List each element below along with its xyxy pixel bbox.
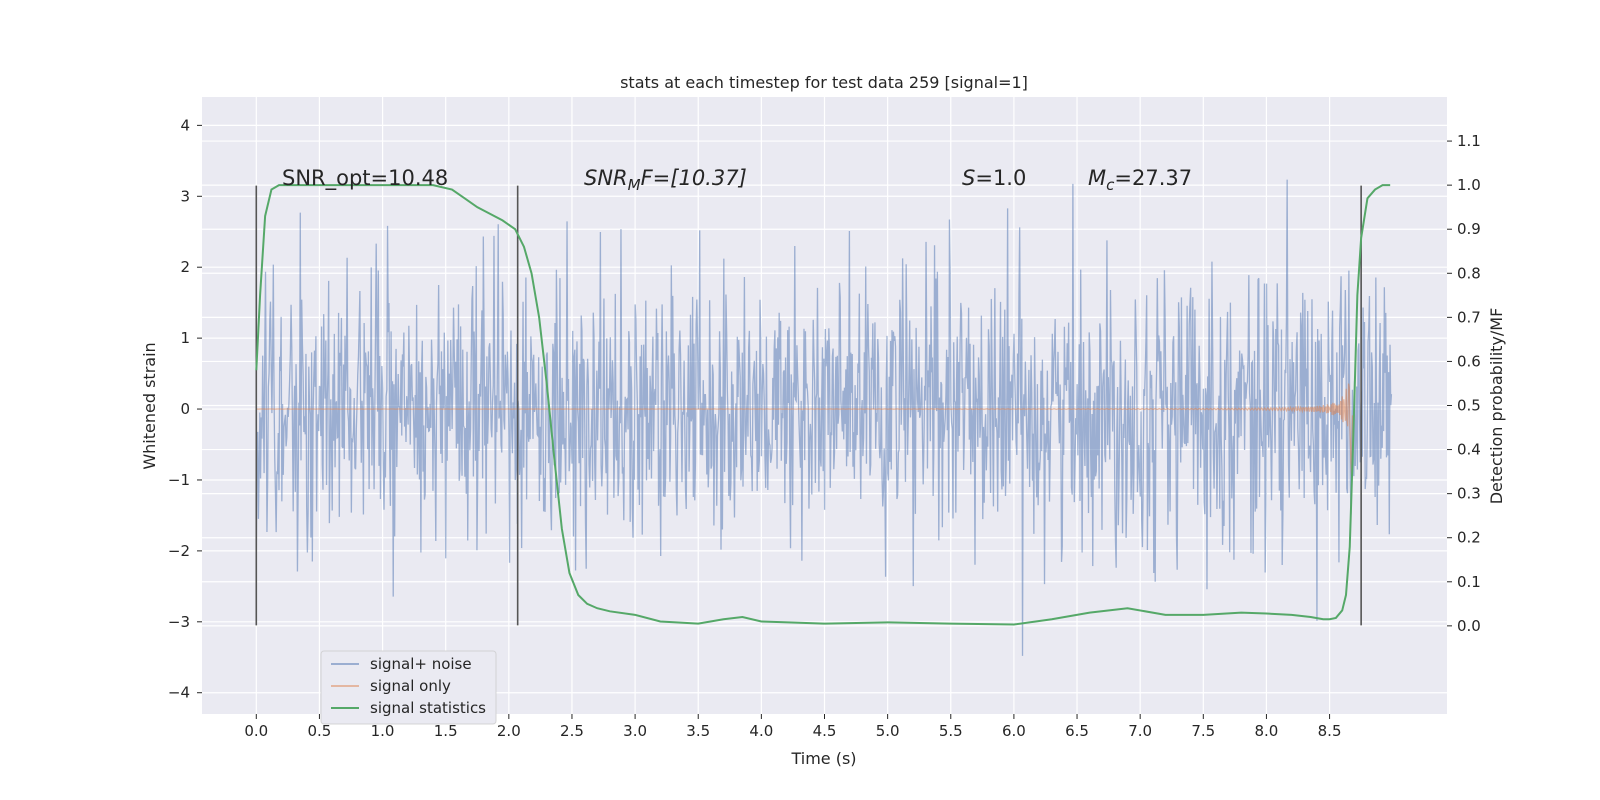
x-tick-label: 4.0: [749, 722, 773, 740]
x-tick-label: 0.0: [244, 722, 268, 740]
snr-mf-sub: M: [628, 176, 641, 194]
legend-label-signal-noise: signal+ noise: [370, 655, 472, 673]
vertical-lines: [255, 185, 1362, 626]
y-right-tick-label: 1.1: [1457, 132, 1481, 150]
series-signal-noise: [255, 179, 1393, 656]
legend-label-signal-only: signal only: [370, 677, 451, 695]
y-left-tick-label: −3: [168, 613, 190, 631]
y-right-axis-label: Detection probability/MF: [1487, 308, 1506, 505]
x-tick-label: 0.5: [307, 722, 331, 740]
y-right-tick-label: 0.8: [1457, 264, 1481, 282]
x-tick-label: 5.0: [876, 722, 900, 740]
x-tick-label: 6.0: [1002, 722, 1026, 740]
snr-mf-main: SNR: [584, 166, 628, 190]
x-axis-label: Time (s): [790, 749, 856, 768]
y-left-tick-label: 2: [180, 258, 190, 276]
legend-label-signal-statistics: signal statistics: [370, 699, 486, 717]
y-right-tick-label: 0.6: [1457, 352, 1481, 370]
mc-sub: c: [1106, 176, 1115, 194]
y-right-tick-label: 0.7: [1457, 308, 1481, 326]
y-right-tick-label: 0.1: [1457, 573, 1481, 591]
x-tick-label: 8.0: [1255, 722, 1279, 740]
y-right-ticks: 0.0 0.1 0.2 0.3 0.4 0.5 0.6 0.7 0.8 0.9 1.0 1.1: [1447, 132, 1481, 635]
y-left-axis-label: Whitened strain: [140, 342, 159, 469]
y-right-tick-label: 0.4: [1457, 441, 1481, 459]
x-tick-label: 6.5: [1065, 722, 1089, 740]
x-tick-label: 4.5: [813, 722, 837, 740]
series-signal-only: [256, 383, 1355, 479]
signal-only-series: [256, 383, 1355, 479]
x-tick-label: 2.5: [560, 722, 584, 740]
x-tick-label: 1.0: [371, 722, 395, 740]
y-left-tick-label: −1: [168, 471, 190, 489]
mc-rest: =27.37: [1114, 166, 1192, 190]
x-tick-label: 3.5: [686, 722, 710, 740]
x-tick-label: 5.5: [939, 722, 963, 740]
noise-series: [255, 179, 1393, 656]
x-tick-label: 8.5: [1318, 722, 1342, 740]
annotation-s: S=1.0: [962, 166, 1026, 190]
y-right-tick-label: 0.3: [1457, 485, 1481, 503]
signal-statistics-series: [255, 184, 1391, 626]
y-right-tick-label: 0.2: [1457, 529, 1481, 547]
y-left-tick-label: 0: [180, 400, 190, 418]
y-left-tick-label: −2: [168, 542, 190, 560]
legend-box: [320, 650, 497, 725]
annotation-mc: Mc=27.37: [1088, 166, 1192, 194]
y-right-tick-label: 0.0: [1457, 617, 1481, 635]
y-left-tick-label: −4: [168, 684, 190, 702]
y-left-tick-label: 1: [180, 329, 190, 347]
x-axis-ticks: 0.0 0.5 1.0 1.5 2.0 2.5 3.0 3.5 4.0 4.5 5.0 5.5 6.0 6…: [244, 714, 1342, 740]
y-left-ticks: −4 −3 −2 −1 0 1 2 3 4: [168, 116, 202, 702]
legend: signal+ noise signal only signal statist…: [320, 650, 497, 725]
y-right-tick-label: 1.0: [1457, 176, 1481, 194]
y-right-tick-label: 0.5: [1457, 397, 1481, 415]
s-main: S: [962, 166, 975, 190]
s-rest: =1.0: [975, 166, 1026, 190]
y-left-tick-label: 3: [180, 187, 190, 205]
x-tick-label: 2.0: [497, 722, 521, 740]
annotation-snr-mf: SNRMF=[10.37]: [584, 166, 747, 194]
x-tick-label: 7.5: [1191, 722, 1215, 740]
mc-main: M: [1088, 166, 1106, 190]
y-right-tick-label: 0.9: [1457, 220, 1481, 238]
series-signal-statistics: [255, 184, 1391, 626]
x-tick-label: 1.5: [434, 722, 458, 740]
x-tick-label: 7.0: [1128, 722, 1152, 740]
chart-title: stats at each timestep for test data 259…: [620, 73, 1028, 92]
annotation-snr-opt: SNR_opt=10.48: [282, 166, 448, 191]
x-tick-label: 3.0: [623, 722, 647, 740]
snr-mf-rest: F=[10.37]: [641, 166, 747, 190]
y-left-tick-label: 4: [180, 116, 190, 134]
